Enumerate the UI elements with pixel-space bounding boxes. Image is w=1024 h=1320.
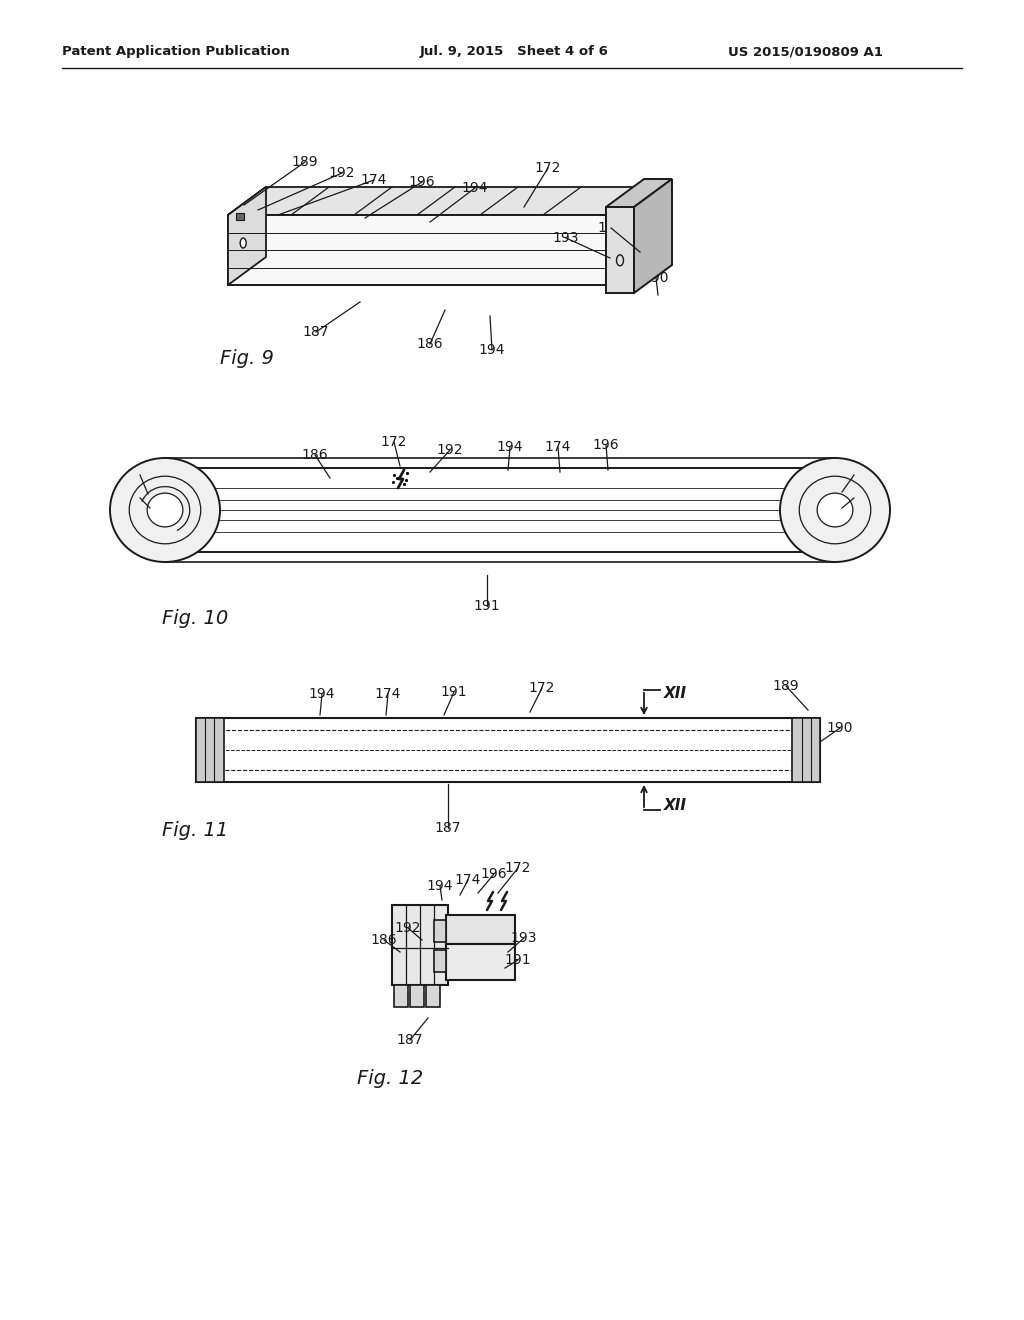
Polygon shape	[228, 187, 644, 215]
Text: 191: 191	[474, 599, 501, 612]
Bar	[434, 950, 446, 972]
Text: 194: 194	[479, 343, 505, 356]
Text: 192: 192	[329, 166, 355, 180]
Bar	[196, 718, 820, 781]
Text: 191: 191	[505, 953, 531, 968]
Text: 189: 189	[773, 678, 800, 693]
Polygon shape	[634, 180, 672, 293]
Bar	[392, 906, 449, 985]
Text: 196: 196	[593, 438, 620, 451]
Text: 192: 192	[437, 444, 463, 457]
Text: 186: 186	[371, 933, 397, 946]
Text: 193: 193	[511, 931, 538, 945]
Text: 186: 186	[302, 447, 329, 462]
Text: 174: 174	[455, 873, 481, 887]
Text: 190: 190	[127, 469, 154, 482]
Text: 189: 189	[841, 491, 867, 506]
Bar	[208, 730, 808, 770]
Bar	[434, 920, 446, 942]
Text: 190: 190	[643, 271, 670, 285]
Bar	[394, 985, 408, 1007]
Text: 194: 194	[427, 879, 454, 894]
Ellipse shape	[780, 458, 890, 562]
Text: 196: 196	[480, 867, 507, 880]
Bar	[165, 469, 835, 552]
Bar	[236, 213, 244, 220]
Text: 187: 187	[303, 325, 330, 339]
Text: 174: 174	[375, 686, 401, 701]
Text: 174: 174	[360, 173, 387, 187]
Text: 190: 190	[841, 469, 867, 482]
Bar	[410, 985, 424, 1007]
Polygon shape	[228, 215, 606, 285]
Ellipse shape	[241, 238, 246, 248]
Text: 172: 172	[505, 861, 531, 875]
Text: XII: XII	[664, 799, 687, 813]
Text: 191: 191	[440, 685, 467, 700]
Bar	[446, 944, 515, 979]
Text: 172: 172	[535, 161, 561, 176]
Text: Fig. 12: Fig. 12	[357, 1068, 423, 1088]
Text: Fig. 11: Fig. 11	[162, 821, 228, 840]
Text: 194: 194	[497, 440, 523, 454]
Text: 194: 194	[309, 686, 335, 701]
Bar	[426, 985, 440, 1007]
Text: XII: XII	[664, 686, 687, 701]
Text: 174: 174	[545, 440, 571, 454]
Text: 194: 194	[462, 181, 488, 195]
Text: Jul. 9, 2015   Sheet 4 of 6: Jul. 9, 2015 Sheet 4 of 6	[420, 45, 609, 58]
Polygon shape	[228, 187, 266, 285]
Text: 189: 189	[292, 154, 318, 169]
Bar	[446, 915, 515, 944]
Text: 192: 192	[394, 921, 421, 935]
Text: 190: 190	[826, 721, 853, 735]
Text: 196: 196	[409, 176, 435, 189]
Text: 172: 172	[528, 681, 555, 696]
Polygon shape	[228, 187, 266, 285]
Ellipse shape	[147, 494, 183, 527]
Bar	[792, 718, 820, 781]
Text: 172: 172	[381, 436, 408, 449]
Text: Fig. 10: Fig. 10	[162, 609, 228, 627]
Polygon shape	[606, 207, 634, 293]
Ellipse shape	[817, 494, 853, 527]
Text: 189: 189	[127, 491, 154, 506]
Text: 187: 187	[435, 821, 461, 836]
Text: 187: 187	[396, 1034, 423, 1047]
Text: 193: 193	[553, 231, 580, 246]
Polygon shape	[606, 180, 672, 207]
Bar	[196, 718, 224, 781]
Text: 186: 186	[417, 337, 443, 351]
Text: US 2015/0190809 A1: US 2015/0190809 A1	[728, 45, 883, 58]
Ellipse shape	[110, 458, 220, 562]
Text: 189: 189	[598, 220, 625, 235]
Text: Patent Application Publication: Patent Application Publication	[62, 45, 290, 58]
Text: Fig. 9: Fig. 9	[220, 348, 273, 367]
